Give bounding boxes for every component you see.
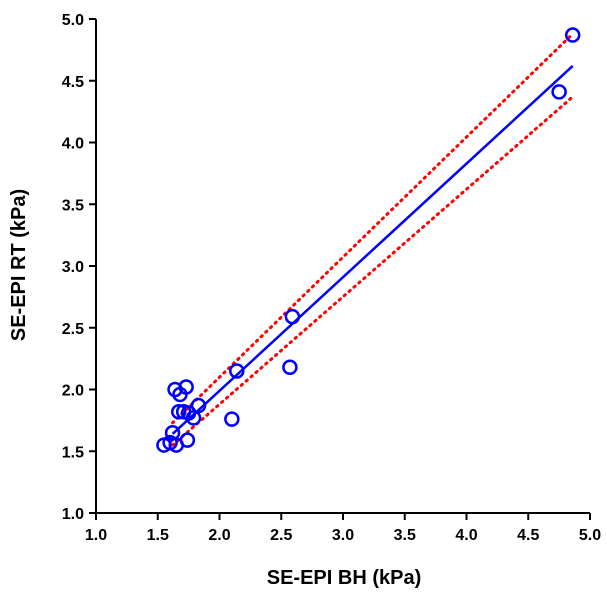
y-tick-label: 1.0 (62, 506, 84, 523)
x-tick-label: 4.5 (517, 527, 539, 544)
data-point (229, 363, 245, 379)
x-tick-label: 2.0 (208, 527, 230, 544)
data-point (170, 403, 187, 420)
y-tick-label: 2.0 (62, 383, 84, 400)
x-tick-label: 1.0 (85, 527, 107, 544)
data-point (284, 308, 301, 325)
y-tick-label: 3.5 (62, 197, 84, 214)
y-axis-title: SE-EPI RT (kPa) (8, 189, 30, 341)
regression-line (171, 65, 574, 435)
data-point (224, 411, 240, 427)
x-tick-label: 5.0 (579, 527, 601, 544)
data-point (564, 27, 581, 43)
y-tick-label: 4.0 (62, 136, 84, 153)
x-tick-label: 1.5 (147, 527, 169, 544)
y-tick-label: 4.5 (62, 74, 84, 91)
data-point (179, 432, 196, 448)
data-point (190, 397, 207, 414)
confidence-band-line (171, 32, 575, 425)
x-tick-label: 3.5 (394, 527, 416, 544)
plot-area (156, 27, 581, 453)
data-point (167, 381, 183, 398)
data-point (180, 405, 197, 421)
confidence-band-line (171, 95, 575, 447)
y-tick-label: 3.0 (62, 259, 84, 276)
axes: 1.0 1.5 2.0 2.5 3.0 3.5 4.0 4.5 5.0 1.0 1.5 2.0 2.5 3… (62, 12, 601, 544)
y-tick-label: 1.5 (62, 444, 84, 461)
y-tick-label: 2.5 (62, 321, 84, 338)
x-tick-label: 4.0 (455, 527, 477, 544)
x-tick-label: 2.5 (270, 527, 292, 544)
x-axis-title: SE-EPI BH (kPa) (267, 567, 421, 589)
data-point (178, 379, 194, 395)
y-tick-label: 5.0 (62, 12, 84, 29)
data-point (282, 359, 298, 376)
data-point (551, 84, 567, 100)
x-tick-label: 3.0 (332, 527, 354, 544)
